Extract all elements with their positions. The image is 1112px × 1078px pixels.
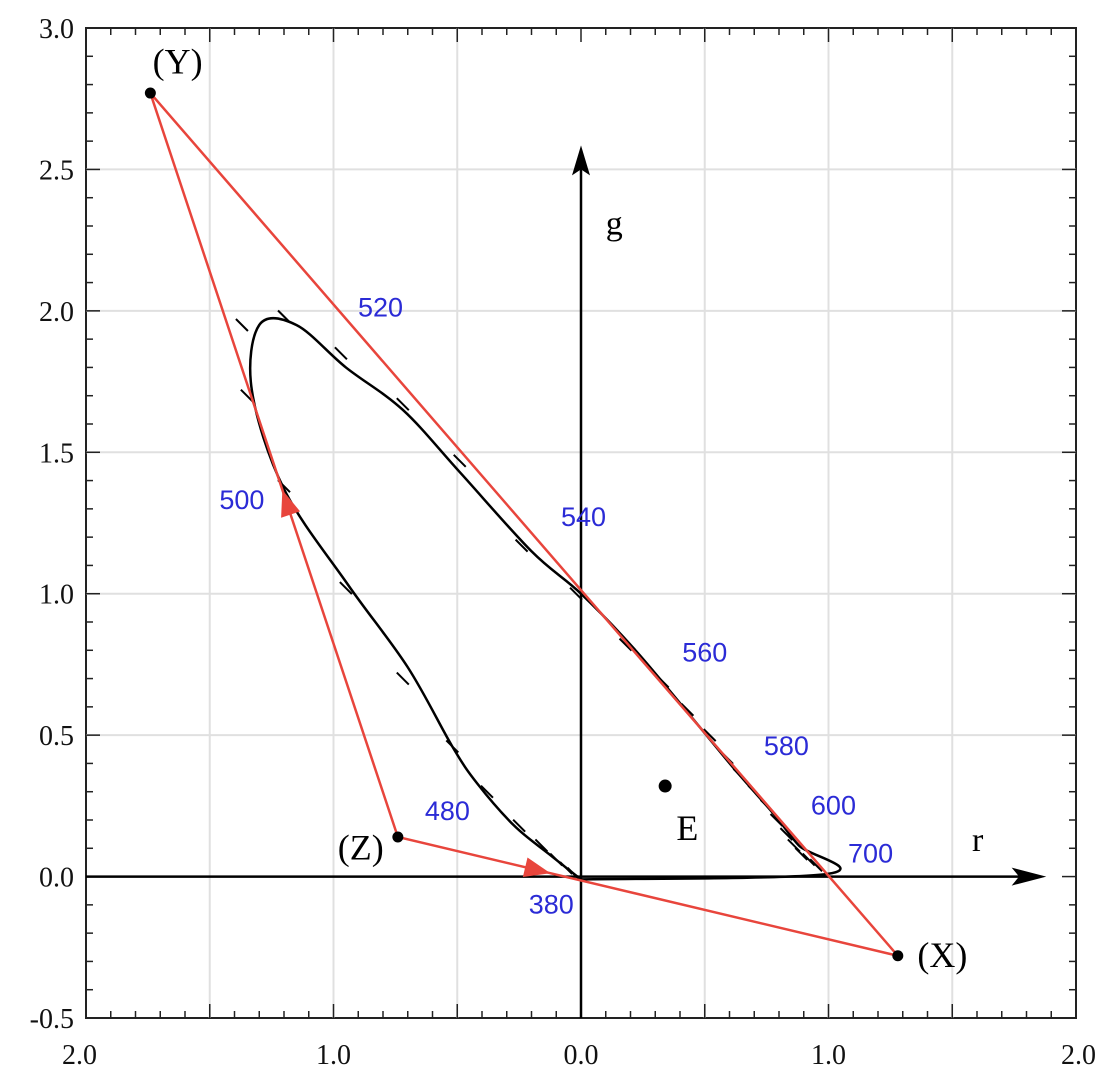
point-label: (X): [917, 935, 967, 975]
locus-tick: [512, 818, 526, 833]
wavelength-label: 600: [811, 790, 856, 820]
x-tick-label: 1.0: [316, 1040, 351, 1071]
wavelength-label: 560: [682, 638, 727, 668]
point-label: E: [676, 808, 698, 848]
wavelength-label: 700: [848, 838, 893, 868]
locus-tick: [809, 858, 823, 872]
wavelength-label: 380: [529, 889, 574, 919]
x-tick-label: 2.0: [62, 1040, 97, 1071]
locus-tick: [514, 538, 529, 553]
y-tick-label: 3.0: [39, 14, 74, 45]
point-label: (Y): [153, 41, 203, 81]
y-tick-label: -0.5: [30, 1004, 74, 1035]
wavelength-label: 500: [219, 485, 264, 515]
y-axis-label: g: [606, 205, 623, 242]
locus-tick: [534, 838, 549, 853]
locus-tick: [396, 397, 410, 411]
locus-tick: [549, 852, 563, 867]
direction-arrow: [281, 489, 301, 518]
locus-tick: [801, 852, 816, 867]
wavelength-label: 480: [425, 796, 470, 826]
locus-tick: [445, 739, 460, 754]
white-point-e: [658, 779, 672, 793]
y-tick-label: 0.5: [39, 721, 74, 752]
locus-tick: [277, 309, 291, 324]
locus-tick: [480, 785, 494, 799]
frame-ticks: [85, 27, 1077, 1019]
locus-tick: [334, 346, 348, 360]
locus-tick: [702, 728, 717, 742]
y-tick-label: 1.0: [39, 580, 74, 611]
primary-point-x: [892, 950, 904, 962]
x-tick-label: 2.0: [1061, 1040, 1096, 1071]
wavelength-label: 520: [358, 293, 403, 323]
locus-tick: [680, 702, 695, 717]
locus-tick: [235, 318, 249, 332]
primary-point-z: [392, 831, 404, 843]
y-tick-label: 2.0: [39, 297, 74, 328]
direction-arrow: [522, 857, 551, 877]
primary-point-y: [144, 87, 156, 99]
locus-tick: [769, 813, 784, 827]
y-tick-label: 0.0: [39, 863, 74, 894]
wavelength-label: 580: [764, 731, 809, 761]
y-tick-label: 1.5: [39, 438, 74, 469]
x-axis-label: r: [972, 822, 984, 859]
point-label: (Z): [338, 828, 384, 868]
locus-tick: [566, 867, 581, 881]
locus-tick: [453, 454, 467, 468]
locus-tick: [396, 671, 410, 686]
locus-tick: [618, 637, 633, 652]
x-tick-label: 0.0: [564, 1040, 599, 1071]
y-tick-label: 2.5: [39, 155, 74, 186]
tick-labels: 2.0 1.0 0.0 1.0 2.0 -0.5 0.0 0.5 1.0 1.5 2.0 2.5 3.0: [30, 14, 1096, 1071]
locus-tick: [655, 674, 670, 689]
locus-tick: [794, 847, 808, 861]
wavelength-label: 540: [561, 502, 606, 532]
triangle-outline: [149, 92, 902, 958]
locus-tick: [779, 827, 794, 841]
axes: rg: [86, 145, 1047, 1018]
g-axis-arrowhead: [572, 145, 590, 176]
locus-tick: [240, 389, 254, 403]
r-axis-arrowhead: [1011, 867, 1047, 886]
x-tick-label: 1.0: [811, 1040, 846, 1071]
locus-tick: [339, 581, 353, 595]
xyz-triangle: [144, 87, 904, 962]
locus-tick: [569, 587, 583, 601]
locus-tick: [559, 861, 573, 875]
